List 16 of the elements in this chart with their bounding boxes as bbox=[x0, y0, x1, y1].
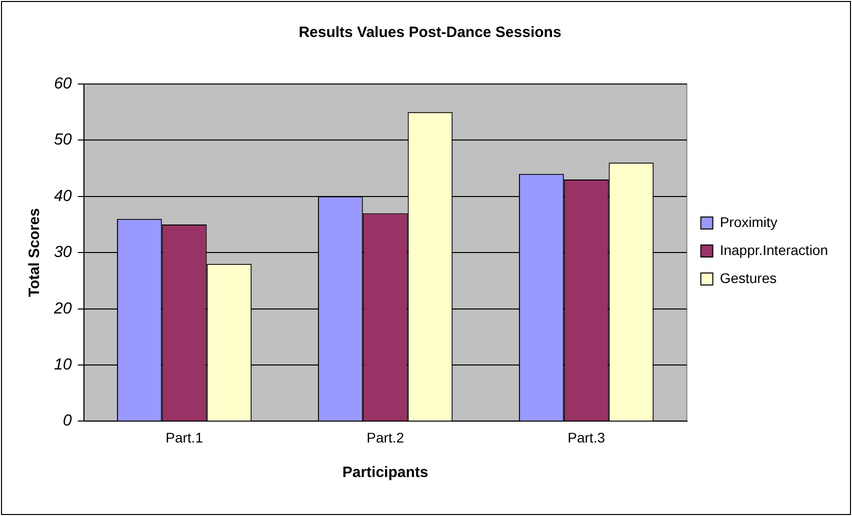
y-tick-label: 40 bbox=[54, 188, 72, 205]
y-tick-label: 10 bbox=[54, 356, 72, 374]
y-axis-title: Total Scores bbox=[26, 208, 44, 298]
y-tick-label: 0 bbox=[62, 412, 72, 430]
y-tick-label: 30 bbox=[54, 244, 72, 262]
legend-label: Gestures bbox=[720, 270, 777, 286]
x-tick-label: Part.2 bbox=[366, 429, 404, 446]
y-tick-label: 20 bbox=[53, 300, 72, 318]
chart-title: Results Values Post-Dance Sessions bbox=[298, 24, 562, 42]
legend-label: Proximity bbox=[720, 214, 778, 230]
y-tick-label: 60 bbox=[54, 75, 72, 92]
legend-label: Inappr.Interaction bbox=[720, 242, 828, 258]
y-tick-label: 50 bbox=[54, 132, 72, 149]
x-tick-label: Part.3 bbox=[568, 429, 606, 446]
x-axis-title: Participants bbox=[342, 464, 428, 482]
x-tick-label: Part.1 bbox=[166, 429, 204, 446]
